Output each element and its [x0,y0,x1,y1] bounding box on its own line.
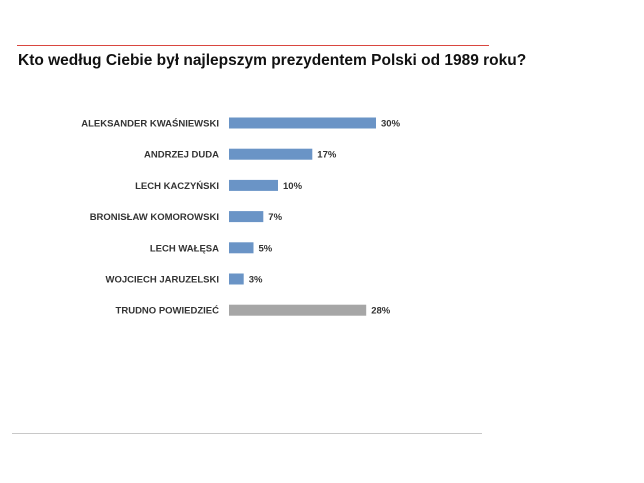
bar [229,117,376,129]
category-label: BRONISŁAW KOMOROWSKI [90,212,219,223]
value-label: 17% [317,150,337,161]
bar [229,211,264,223]
value-label: 28% [371,306,391,317]
value-label: 3% [249,275,263,286]
value-label: 5% [259,243,273,254]
value-label: 7% [268,212,282,223]
value-label: 30% [381,119,401,130]
bar [229,179,278,191]
category-label: TRUDNO POWIEDZIEĆ [116,305,220,317]
bar [229,273,244,285]
category-label: ALEKSANDER KWAŚNIEWSKI [81,118,219,130]
category-label: ANDRZEJ DUDA [144,150,219,161]
category-label: WOJCIECH JARUZELSKI [106,275,219,286]
title-top-rule [17,45,489,46]
chart-title: Kto według Ciebie był najlepszym prezyde… [18,52,527,69]
value-label: 10% [283,181,303,192]
bar [229,148,313,160]
category-label: LECH WAŁĘSA [150,243,219,254]
bar [229,304,367,316]
category-label: LECH KACZYŃSKI [135,181,219,192]
bar [229,242,254,254]
bottom-rule [12,433,482,434]
